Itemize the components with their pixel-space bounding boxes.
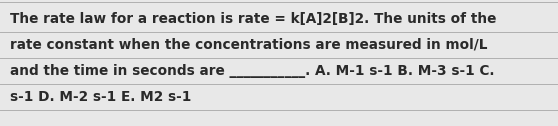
Text: s-1 D. M-2 s-1 E. M2 s-1: s-1 D. M-2 s-1 E. M2 s-1 — [10, 90, 191, 104]
Text: The rate law for a reaction is rate = k[A]2[B]2. The units of the: The rate law for a reaction is rate = k[… — [10, 12, 497, 26]
Text: and the time in seconds are ___________. A. M-1 s-1 B. M-3 s-1 C.: and the time in seconds are ___________.… — [10, 64, 494, 78]
Text: rate constant when the concentrations are measured in mol/L: rate constant when the concentrations ar… — [10, 38, 488, 52]
